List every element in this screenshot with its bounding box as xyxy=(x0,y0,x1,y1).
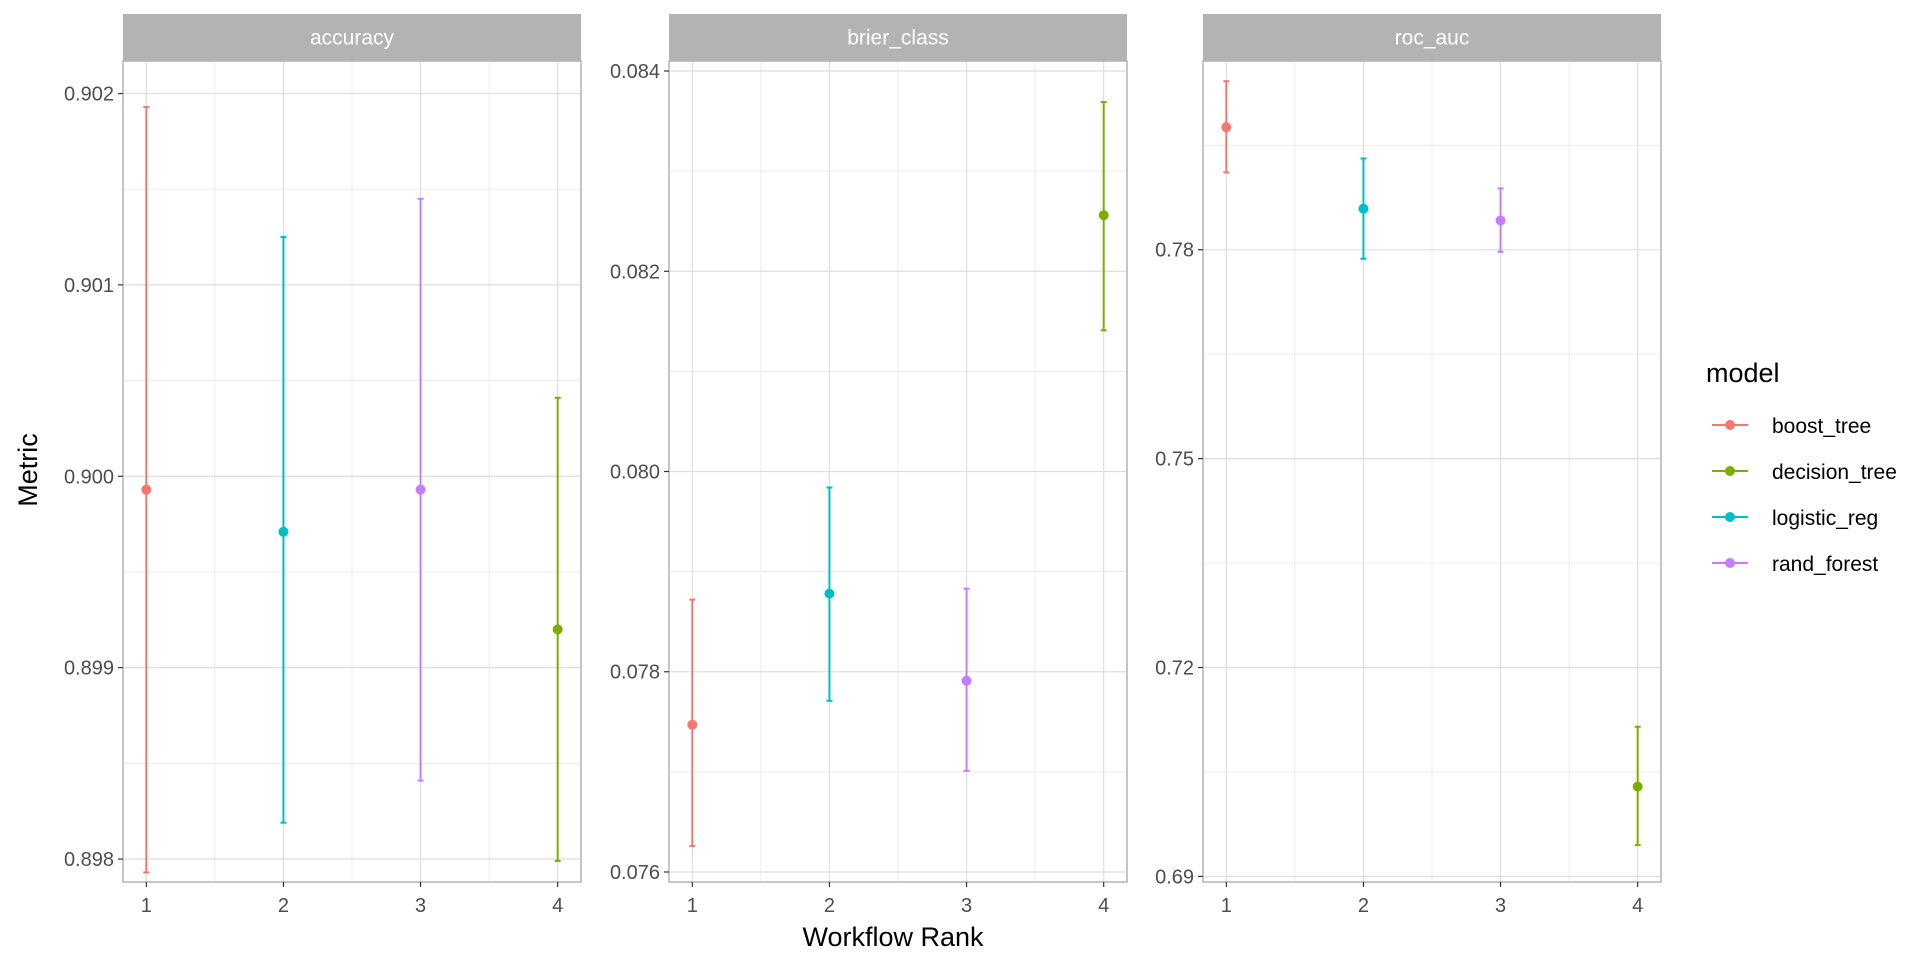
data-point-logistic_reg xyxy=(824,588,835,599)
legend-title: model xyxy=(1706,358,1780,388)
y-tick-label: 0.72 xyxy=(1155,658,1194,680)
legend-key-point xyxy=(1725,420,1735,430)
legend-item-boost_tree: boost_tree xyxy=(1712,415,1871,438)
legend-items: boost_tree decision_tree logistic_reg rand_… xyxy=(1712,415,1897,576)
x-tick-label: 1 xyxy=(687,895,698,917)
facet-strip-label: roc_auc xyxy=(1395,27,1470,50)
legend-key-point xyxy=(1725,512,1735,522)
y-tick-label: 0.076 xyxy=(610,862,660,884)
legend-item-logistic_reg: logistic_reg xyxy=(1712,507,1878,530)
data-point-decision_tree xyxy=(1632,781,1643,792)
legend-label: boost_tree xyxy=(1772,415,1871,438)
facet-strip-label: brier_class xyxy=(847,27,949,50)
x-tick-label: 1 xyxy=(141,895,152,917)
y-axis-title: Metric xyxy=(13,433,43,507)
legend-label: logistic_reg xyxy=(1772,507,1878,530)
data-point-boost_tree xyxy=(1221,122,1232,133)
x-tick-label: 2 xyxy=(824,895,835,917)
panel-accuracy: accuracy 0.898 0.899 0.900 0.901 0.902 1 2 3 4 xyxy=(64,14,582,917)
facet-strip-label: accuracy xyxy=(310,27,395,50)
y-tick-label: 0.082 xyxy=(610,261,660,283)
x-tick-label: 4 xyxy=(1098,895,1109,917)
facet-strip xyxy=(1203,14,1661,61)
legend-key-point xyxy=(1725,558,1735,568)
y-tick-label: 0.898 xyxy=(64,849,114,871)
x-tick-label: 3 xyxy=(415,895,426,917)
data-point-decision_tree xyxy=(1098,210,1109,221)
y-tick-label: 0.75 xyxy=(1155,449,1194,471)
panel-brier_class: brier_class 0.076 0.078 0.080 0.082 0.084 1 2 3 4 xyxy=(610,14,1128,917)
y-tick-label: 0.901 xyxy=(64,275,114,297)
legend-label: rand_forest xyxy=(1772,553,1878,576)
x-axis-title: Workflow Rank xyxy=(802,922,984,952)
x-tick-label: 1 xyxy=(1221,895,1232,917)
x-tick-label: 3 xyxy=(1495,895,1506,917)
data-point-logistic_reg xyxy=(1358,203,1369,214)
legend-item-decision_tree: decision_tree xyxy=(1712,461,1897,484)
x-tick-label: 2 xyxy=(278,895,289,917)
data-point-rand_forest xyxy=(415,484,426,495)
data-point-rand_forest xyxy=(1495,215,1506,226)
x-tick-label: 4 xyxy=(1632,895,1643,917)
y-tick-label: 0.78 xyxy=(1155,240,1194,262)
y-tick-label: 0.080 xyxy=(610,462,660,484)
legend-label: decision_tree xyxy=(1772,461,1897,484)
y-tick-label: 0.899 xyxy=(64,658,114,680)
facet-strip xyxy=(123,14,581,61)
data-point-logistic_reg xyxy=(278,526,289,537)
data-point-decision_tree xyxy=(552,624,563,635)
y-tick-label: 0.69 xyxy=(1155,866,1194,888)
x-tick-label: 2 xyxy=(1358,895,1369,917)
y-tick-label: 0.902 xyxy=(64,84,114,106)
facet-strip xyxy=(669,14,1127,61)
legend: model boost_tree decision_tree logistic_re… xyxy=(1706,358,1897,576)
x-tick-label: 3 xyxy=(961,895,972,917)
y-tick-label: 0.078 xyxy=(610,662,660,684)
data-point-boost_tree xyxy=(141,484,152,495)
y-tick-label: 0.900 xyxy=(64,466,114,488)
data-point-boost_tree xyxy=(687,719,698,730)
data-point-rand_forest xyxy=(961,675,972,686)
y-tick-label: 0.084 xyxy=(610,61,660,83)
legend-item-rand_forest: rand_forest xyxy=(1712,553,1878,576)
legend-key-point xyxy=(1725,466,1735,476)
panel-roc_auc: roc_auc 0.69 0.72 0.75 0.78 1 2 3 4 xyxy=(1155,14,1662,917)
x-tick-label: 4 xyxy=(552,895,563,917)
